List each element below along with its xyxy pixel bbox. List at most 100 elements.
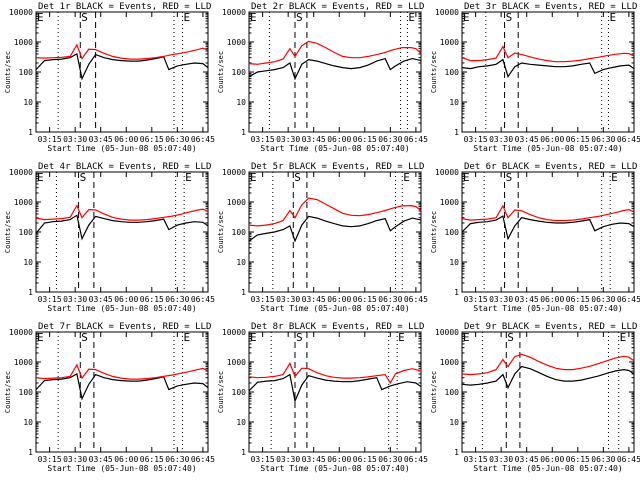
plot-frame [35,171,209,293]
x-tick-label: 06:45 [404,135,428,144]
x-tick-label: 06:15 [566,135,590,144]
x-tick-label: 03:30 [276,135,300,144]
x-axis-label: Start Time (05-Jun-08 05:07:40) [473,464,622,473]
x-tick-label: 03:45 [89,135,113,144]
panel-9: Det 9r BLACK = Events, RED = LLD 1 10 100 10… [430,322,640,473]
panel-5: Det 5r BLACK = Events, RED = LLD 1 10 100 10… [217,162,428,313]
y-tick-label: 100 [19,388,34,397]
x-tick-label: 06:00 [540,295,564,304]
panel-title: Det 5r BLACK = Events, RED = LLD [251,162,424,172]
x-tick-label: 03:45 [515,295,539,304]
x-tick-label: 06:15 [140,135,164,144]
y-tick-label: 100 [445,388,460,397]
x-tick-label: 06:00 [327,135,351,144]
marker-label: E [37,11,44,24]
x-axis-label: Start Time (05-Jun-08 05:07:40) [473,144,622,153]
y-tick-label: 10 [449,418,459,427]
x-tick-label: 03:15 [251,135,275,144]
y-tick-label: 100 [232,68,247,77]
y-tick-label: 10 [23,98,33,107]
y-tick-label: 10 [236,98,246,107]
x-tick-label: 06:45 [191,135,215,144]
y-tick-label: 10000 [435,328,459,337]
x-tick-label: 03:15 [464,135,488,144]
y-tick-label: 1000 [227,38,246,47]
x-tick-label: 06:45 [404,295,428,304]
x-axis-label: Start Time (05-Jun-08 05:07:40) [260,304,409,313]
x-tick-label: 06:15 [353,455,377,464]
x-tick-label: 06:00 [540,135,564,144]
x-tick-label: 06:15 [566,295,590,304]
x-tick-label: 06:45 [617,455,640,464]
y-tick-label: 10000 [435,168,459,177]
x-tick-label: 06:30 [378,455,402,464]
x-tick-label: 06:45 [404,455,428,464]
lld-series-line [248,197,422,227]
y-tick-label: 10 [236,418,246,427]
y-tick-label: 10 [236,258,246,267]
y-tick-label: 1000 [14,38,33,47]
y-tick-label: 100 [19,228,34,237]
panel-1: Det 1r BLACK = Events, RED = LLD 1 10 100 10… [4,2,215,153]
x-tick-label: 03:45 [89,295,113,304]
x-axis-label: Start Time (05-Jun-08 05:07:40) [260,464,409,473]
y-tick-label: 1 [454,448,459,457]
y-tick-label: 10000 [9,168,33,177]
y-tick-label: 1 [241,448,246,457]
x-tick-label: 03:30 [63,295,87,304]
x-tick-label: 06:00 [114,455,138,464]
y-tick-label: 1 [28,288,33,297]
y-tick-label: 10000 [222,8,246,17]
y-axis-label: Counts/sec [217,371,225,413]
y-tick-label: 1 [454,288,459,297]
x-tick-label: 06:45 [191,455,215,464]
y-tick-label: 1000 [227,198,246,207]
y-tick-label: 1 [241,128,246,137]
x-tick-label: 06:30 [165,295,189,304]
marker-label: E [250,11,257,24]
x-tick-label: 03:15 [251,295,275,304]
marker-label: S [506,171,513,184]
x-axis-label: Start Time (05-Jun-08 05:07:40) [47,464,196,473]
lld-series-line [461,353,635,376]
x-tick-label: 03:15 [251,455,275,464]
x-tick-label: 03:30 [489,295,513,304]
x-tick-label: 03:45 [302,295,326,304]
y-tick-label: 1 [241,288,246,297]
panel-title: Det 6r BLACK = Events, RED = LLD [464,162,637,172]
y-tick-label: 10000 [222,328,246,337]
x-tick-label: 03:45 [302,455,326,464]
marker-label: E [408,11,415,24]
x-tick-label: 03:15 [38,455,62,464]
marker-label: E [609,11,616,24]
x-axis-label: Start Time (05-Jun-08 05:07:40) [260,144,409,153]
lld-series-line [248,362,422,385]
x-tick-label: 06:30 [165,455,189,464]
marker-label: E [403,171,410,184]
panel-title: Det 3r BLACK = Events, RED = LLD [464,2,637,12]
x-tick-label: 06:15 [140,295,164,304]
y-tick-label: 1000 [440,358,459,367]
panel-title: Det 9r BLACK = Events, RED = LLD [464,322,637,332]
y-tick-label: 100 [445,68,460,77]
lld-series-line [35,363,209,380]
marker-label: S [507,331,514,344]
y-tick-label: 1000 [14,358,33,367]
y-tick-label: 100 [19,68,34,77]
y-axis-label: Counts/sec [217,51,225,93]
lld-series-line [35,204,209,221]
x-tick-label: 06:00 [327,295,351,304]
y-tick-label: 10000 [222,168,246,177]
events-series-line [248,215,422,243]
events-series-line [35,214,209,241]
y-axis-label: Counts/sec [4,211,12,253]
lld-series-line [461,204,635,222]
x-axis-label: Start Time (05-Jun-08 05:07:40) [47,144,196,153]
x-tick-label: 03:30 [63,135,87,144]
y-tick-label: 10 [449,98,459,107]
y-axis-label: Counts/sec [430,211,438,253]
y-axis-label: Counts/sec [430,51,438,93]
x-tick-label: 03:15 [38,295,62,304]
x-tick-label: 06:45 [191,295,215,304]
x-tick-label: 03:30 [63,455,87,464]
